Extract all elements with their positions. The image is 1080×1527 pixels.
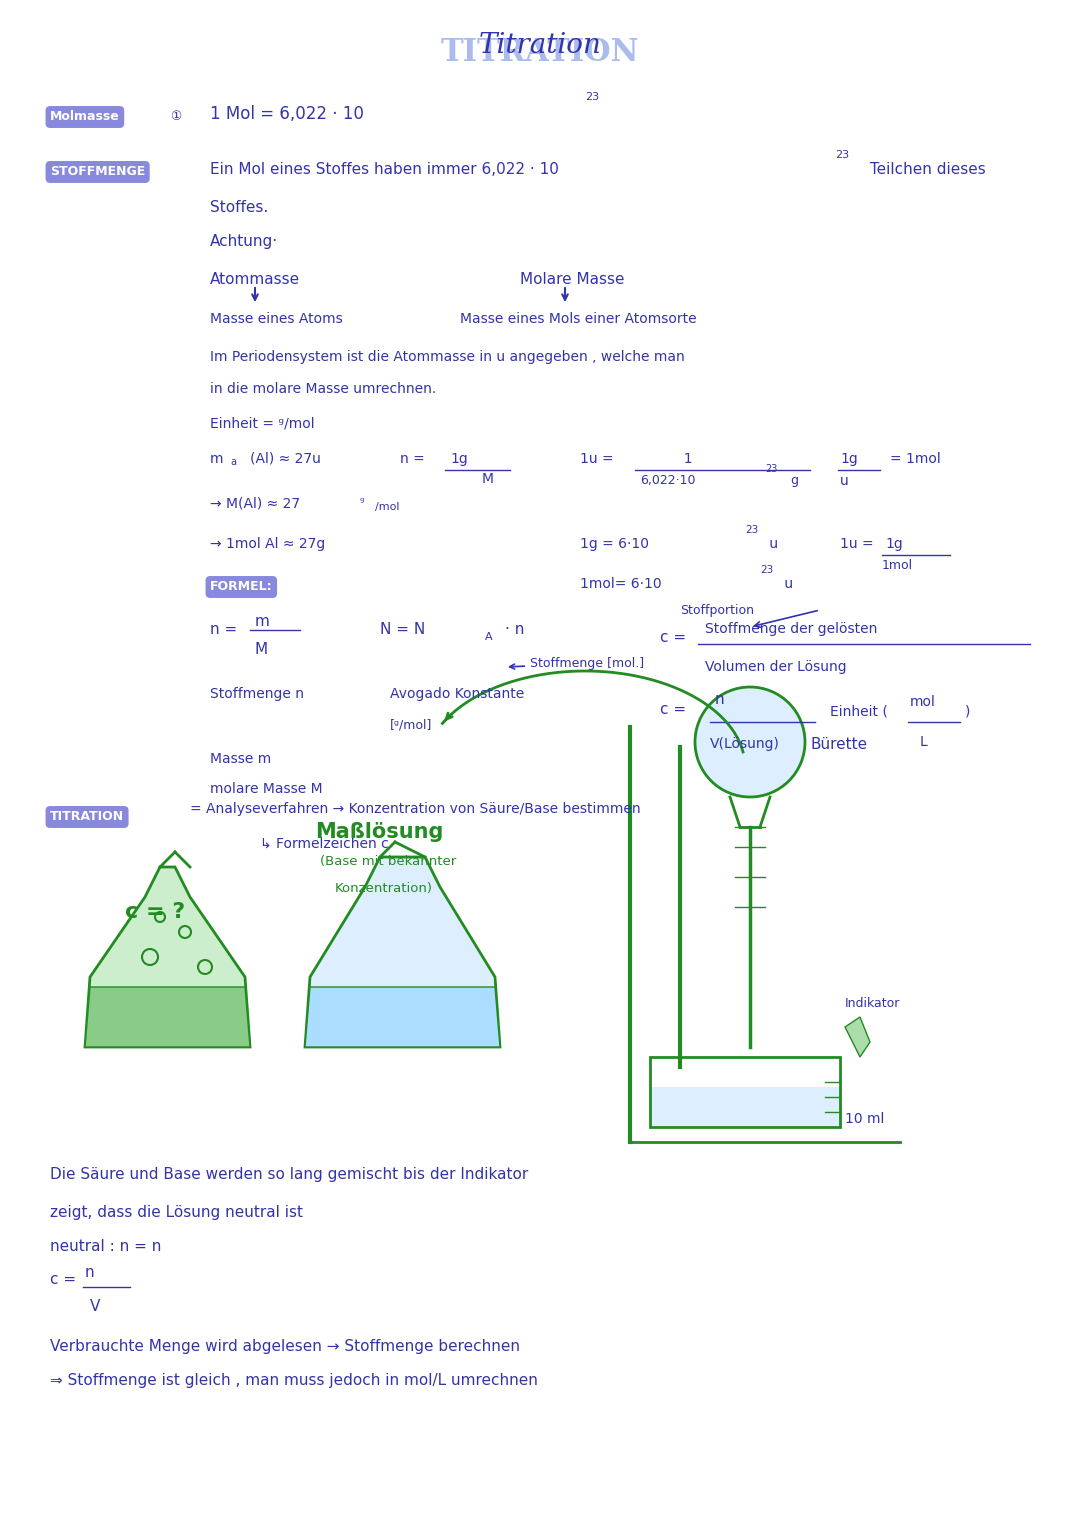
Text: Stoffmenge n: Stoffmenge n [210,687,303,701]
Text: (Base mit bekannter: (Base mit bekannter [320,855,456,867]
Text: c =: c = [660,631,691,644]
Text: Achtung·: Achtung· [210,234,279,249]
Text: · n: · n [505,621,525,637]
Text: ᵍ: ᵍ [360,496,365,507]
Text: Konzentration): Konzentration) [335,883,433,895]
Text: Im Periodensystem ist die Atommasse in u angegeben , welche man: Im Periodensystem ist die Atommasse in u… [210,350,685,363]
Text: Molare Masse: Molare Masse [519,272,624,287]
Text: Maßlösung: Maßlösung [315,822,444,841]
Polygon shape [85,986,249,1048]
Text: Stoffmenge der gelösten: Stoffmenge der gelösten [705,621,877,637]
Text: n =: n = [400,452,424,466]
Text: 1 Mol = 6,022 · 10: 1 Mol = 6,022 · 10 [210,105,364,124]
Text: Stoffportion: Stoffportion [680,605,754,617]
Text: u: u [840,473,849,489]
Text: ①: ① [170,110,181,124]
Text: V(Lösung): V(Lösung) [710,738,780,751]
Text: ↳ Formelzeichen c: ↳ Formelzeichen c [260,837,389,851]
Text: Ein Mol eines Stoffes haben immer 6,022 · 10: Ein Mol eines Stoffes haben immer 6,022 … [210,162,558,177]
Text: Indikator: Indikator [845,997,901,1009]
Text: Masse m: Masse m [210,751,271,767]
Text: g: g [789,473,798,487]
Text: 23: 23 [765,464,778,473]
Polygon shape [305,986,500,1048]
Text: Stoffes.: Stoffes. [210,200,268,215]
Text: = 1mol: = 1mol [890,452,941,466]
Text: n: n [85,1264,95,1280]
Text: Einheit (: Einheit ( [831,705,888,719]
Text: Masse eines Mols einer Atomsorte: Masse eines Mols einer Atomsorte [460,312,697,325]
Text: STOFFMENGE: STOFFMENGE [50,165,145,179]
Text: 6,022·10: 6,022·10 [640,473,696,487]
Text: ⇒ Stoffmenge ist gleich , man muss jedoch in mol/L umrechnen: ⇒ Stoffmenge ist gleich , man muss jedoc… [50,1373,538,1388]
Text: Verbrauchte Menge wird abgelesen → Stoffmenge berechnen: Verbrauchte Menge wird abgelesen → Stoff… [50,1339,519,1354]
Text: TITRATION: TITRATION [441,37,639,69]
Text: 1g = 6·10: 1g = 6·10 [580,538,649,551]
Text: N = N: N = N [380,621,426,637]
Text: Die Säure und Base werden so lang gemischt bis der Indikator: Die Säure und Base werden so lang gemisc… [50,1167,528,1182]
Text: in die molare Masse umrechnen.: in die molare Masse umrechnen. [210,382,436,395]
Text: = Analyseverfahren → Konzentration von Säure/Base bestimmen: = Analyseverfahren → Konzentration von S… [190,802,640,815]
Text: u: u [765,538,778,551]
Text: → M(Al) ≈ 27: → M(Al) ≈ 27 [210,496,300,512]
Text: 1mol: 1mol [882,559,913,573]
Text: M: M [255,641,268,657]
Text: mol: mol [910,695,936,709]
Text: a: a [230,457,237,467]
Text: 1u =: 1u = [580,452,613,466]
Text: V: V [90,1299,100,1315]
Text: Masse eines Atoms: Masse eines Atoms [210,312,342,325]
Text: Avogado Konstante: Avogado Konstante [390,687,524,701]
Circle shape [696,687,805,797]
Text: 1: 1 [640,452,692,466]
Text: molare Masse M: molare Masse M [210,782,323,796]
Text: ): ) [966,705,970,719]
Text: FORMEL:: FORMEL: [210,580,272,594]
Text: Titration: Titration [478,32,602,60]
Text: 1g: 1g [450,452,468,466]
Text: n: n [715,692,725,707]
Text: → 1mol Al ≈ 27g: → 1mol Al ≈ 27g [210,538,325,551]
Text: 23: 23 [835,150,849,160]
Text: Atommasse: Atommasse [210,272,300,287]
Text: L: L [920,734,928,750]
Text: Einheit = ᵍ/mol: Einheit = ᵍ/mol [210,417,314,431]
Text: A: A [485,632,492,641]
Text: [ᵍ/mol]: [ᵍ/mol] [390,719,432,731]
Text: c =: c = [50,1272,81,1287]
Text: neutral : n = n: neutral : n = n [50,1238,161,1254]
Text: Bürette: Bürette [810,738,867,751]
Text: 1g: 1g [885,538,903,551]
Text: m: m [210,452,224,466]
Text: Stoffmenge [mol.]: Stoffmenge [mol.] [510,657,644,670]
Text: n =: n = [210,621,238,637]
Text: c =: c = [660,702,686,718]
Text: Volumen der Lösung: Volumen der Lösung [705,660,847,673]
Text: u: u [780,577,793,591]
Text: 1g: 1g [840,452,858,466]
Text: m: m [255,614,270,629]
Polygon shape [650,1087,840,1127]
Text: 10 ml: 10 ml [845,1112,885,1125]
Text: Teilchen dieses: Teilchen dieses [865,162,986,177]
Text: c = ?: c = ? [125,902,186,922]
Polygon shape [845,1017,870,1057]
Polygon shape [85,867,249,1048]
Polygon shape [305,857,500,1048]
Text: 23: 23 [585,92,599,102]
Text: 1u =: 1u = [840,538,874,551]
Text: Molmasse: Molmasse [50,110,120,124]
Text: 23: 23 [745,525,758,534]
Text: zeigt, dass die Lösung neutral ist: zeigt, dass die Lösung neutral ist [50,1205,303,1220]
Text: 1mol= 6·10: 1mol= 6·10 [580,577,662,591]
Text: M: M [482,472,494,486]
Text: /mol: /mol [375,502,400,512]
Text: TITRATION: TITRATION [50,811,124,823]
Text: (Al) ≈ 27u: (Al) ≈ 27u [249,452,321,466]
Text: 23: 23 [760,565,773,576]
